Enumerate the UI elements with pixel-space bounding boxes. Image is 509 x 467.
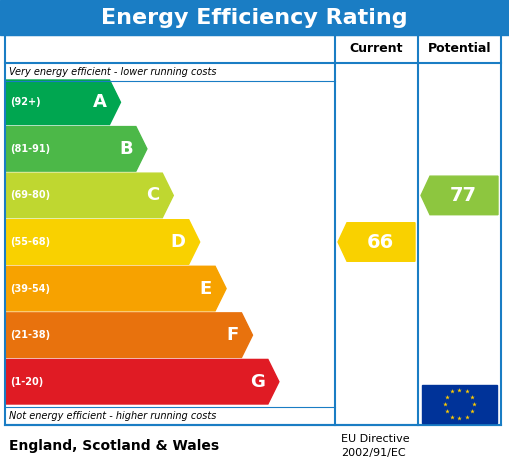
Text: Not energy efficient - higher running costs: Not energy efficient - higher running co…: [9, 411, 216, 421]
Text: (81-91): (81-91): [10, 144, 50, 154]
Polygon shape: [5, 80, 121, 125]
Text: (21-38): (21-38): [10, 330, 50, 340]
Text: (92+): (92+): [10, 97, 41, 107]
Polygon shape: [5, 360, 279, 404]
Polygon shape: [5, 127, 147, 171]
Bar: [0, 0, 509, 35]
Polygon shape: [5, 266, 226, 311]
Text: Energy Efficiency Rating: Energy Efficiency Rating: [101, 7, 408, 28]
Text: B: B: [119, 140, 133, 158]
Polygon shape: [338, 223, 415, 261]
Polygon shape: [5, 219, 200, 264]
Text: (55-68): (55-68): [10, 237, 50, 247]
Text: (69-80): (69-80): [10, 191, 50, 200]
Text: D: D: [171, 233, 186, 251]
Text: (39-54): (39-54): [10, 283, 50, 294]
Polygon shape: [5, 313, 252, 357]
Text: F: F: [226, 326, 239, 344]
Text: EU Directive: EU Directive: [341, 434, 410, 444]
Bar: [422, 385, 497, 423]
Text: Potential: Potential: [428, 42, 491, 56]
Text: E: E: [200, 280, 212, 297]
Text: A: A: [93, 93, 106, 111]
Text: 77: 77: [450, 186, 477, 205]
Text: 66: 66: [367, 233, 394, 252]
Polygon shape: [5, 173, 173, 218]
Text: C: C: [146, 186, 159, 205]
Text: G: G: [250, 373, 265, 391]
Text: 2002/91/EC: 2002/91/EC: [341, 448, 406, 458]
Text: (1-20): (1-20): [10, 377, 43, 387]
Bar: [5, 35, 501, 425]
Text: Very energy efficient - lower running costs: Very energy efficient - lower running co…: [9, 67, 216, 77]
Text: England, Scotland & Wales: England, Scotland & Wales: [9, 439, 219, 453]
Polygon shape: [421, 176, 498, 215]
Text: Current: Current: [350, 42, 403, 56]
